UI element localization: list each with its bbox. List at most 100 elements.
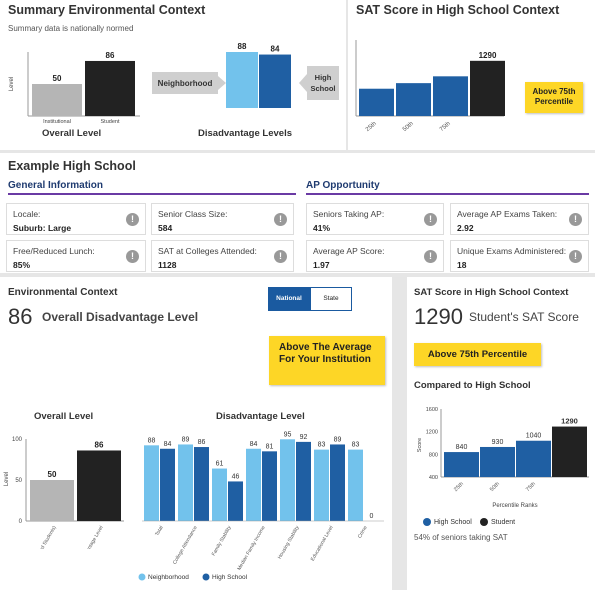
arrow-right-icon	[218, 76, 226, 90]
bar-value-label: 46	[232, 473, 240, 480]
info-icon[interactable]: !	[274, 250, 287, 263]
neighborhood-tag-label: Neighborhood	[158, 79, 213, 88]
bar	[178, 444, 193, 521]
y-tick-label: 50	[15, 478, 22, 484]
bar-category-label: Crime	[357, 525, 369, 540]
info-label: Average AP Score:	[313, 246, 385, 256]
env-big-number: 86	[8, 304, 33, 329]
overall-level-title: Overall Level	[34, 411, 94, 422]
bar-category-label: 75th	[439, 121, 452, 133]
legend-label: Neighborhood	[148, 574, 189, 581]
disadvantage-level-title: Disadvantage Level	[216, 411, 305, 422]
legend-swatch	[138, 573, 146, 581]
y-tick-label: 1200	[426, 430, 438, 436]
bar	[212, 468, 227, 521]
toggle-national[interactable]: National	[268, 287, 310, 311]
info-label: Average AP Exams Taken:	[457, 209, 558, 219]
ap-rule	[306, 193, 589, 195]
bar-value-label: 83	[352, 442, 360, 449]
school-name: Example High School	[8, 159, 136, 173]
bar-category-label: 50th	[402, 121, 415, 133]
bar-value-label: 84	[250, 441, 258, 448]
info-label: Seniors Taking AP:	[313, 209, 385, 219]
summary-overall-caption: Overall Level	[42, 128, 102, 139]
bar	[226, 52, 258, 108]
sat-top-title: SAT Score in High School Context	[356, 3, 560, 17]
overall-level-chart: 0 50 100 Level 50 Institutional Average (Enro…	[4, 437, 124, 549]
info-icon[interactable]: !	[569, 213, 582, 226]
y-tick-label: 100	[12, 437, 23, 443]
bar	[444, 452, 479, 477]
bar	[228, 481, 243, 521]
env-title: Environmental Context	[8, 287, 118, 298]
bar	[160, 448, 175, 521]
bar	[194, 447, 209, 521]
info-value: 41%	[313, 223, 331, 233]
bar-category-label: Student	[101, 119, 120, 124]
info-value: 85%	[13, 260, 31, 270]
legend-label: High School	[434, 518, 472, 526]
compared-title: Compared to High School	[414, 380, 531, 391]
sat-bottom-score: 1290	[414, 304, 463, 329]
bar-category-label: Student's Disadvantage Level	[67, 525, 105, 549]
info-label: Locale:	[13, 209, 41, 219]
info-icon[interactable]: !	[569, 250, 582, 263]
sat-legend-student: Student	[480, 518, 515, 526]
sat-bottom-panel: SAT Score in High School Context 1290 St…	[407, 277, 595, 590]
general-info-rule	[8, 193, 296, 195]
summary-title: Summary Environmental Context	[8, 3, 206, 17]
info-box-lunch: Free/Reduced Lunch: 85% !	[6, 240, 146, 272]
bar-value-label: 88	[238, 42, 247, 51]
bar-category-label: Median Family Income	[236, 525, 266, 572]
info-value: 584	[158, 223, 173, 233]
bar	[32, 84, 82, 116]
sat-footnote: 54% of seniors taking SAT	[414, 533, 508, 542]
sat-bottom-callout: Above 75th Percentile	[414, 343, 541, 366]
bar-value-label: 50	[48, 470, 57, 479]
info-box-senior-class: Senior Class Size: 584 !	[151, 203, 294, 235]
legend-swatch	[423, 518, 431, 526]
info-icon[interactable]: !	[424, 250, 437, 263]
bar-category-label: 25th	[453, 481, 465, 493]
bar	[77, 450, 121, 521]
toggle-state[interactable]: State	[310, 287, 352, 311]
legend-label: Student	[491, 518, 516, 526]
bar-value-label: 89	[334, 436, 342, 443]
sat-top-callout: Above 75th Percentile	[525, 82, 583, 113]
bar	[296, 441, 311, 521]
bar-value-label: 95	[284, 431, 292, 438]
bar-category-label: Educational Level	[310, 525, 335, 562]
info-box-avg-score: Average AP Score: 1.97 !	[306, 240, 444, 272]
bar-category-label: 50th	[489, 481, 501, 493]
y-axis-label: Score	[417, 438, 423, 452]
info-box-avg-exams: Average AP Exams Taken: 2.92 !	[450, 203, 589, 235]
student-score-label: 1290	[479, 51, 497, 60]
sat-bottom-title: SAT Score in High School Context	[414, 287, 569, 298]
bar	[348, 449, 363, 521]
bar	[85, 60, 135, 116]
bar-category-label: Total	[154, 525, 164, 537]
info-box-unique-exams: Unique Exams Administered: 18 !	[450, 240, 589, 272]
info-icon[interactable]: !	[274, 213, 287, 226]
bar	[480, 446, 515, 477]
bar	[280, 439, 295, 521]
school-panel: Example High School General Information …	[0, 153, 595, 273]
bar-value-label: 81	[266, 443, 274, 450]
bar	[516, 440, 551, 477]
bar	[552, 426, 587, 477]
summary-panel: Summary Environmental Context Summary da…	[0, 0, 346, 150]
info-icon[interactable]: !	[424, 213, 437, 226]
info-icon[interactable]: !	[126, 213, 139, 226]
bar-value-label: 88	[148, 437, 156, 444]
bar	[330, 444, 345, 521]
x-axis-label: Percentile Ranks	[492, 503, 537, 509]
info-label: SAT at Colleges Attended:	[158, 246, 257, 256]
bar-value-label: 0	[370, 513, 374, 520]
bar-value-label: 83	[318, 442, 326, 449]
info-icon[interactable]: !	[126, 250, 139, 263]
bar	[433, 76, 468, 116]
y-tick-label: 0	[19, 519, 23, 525]
info-label: Senior Class Size:	[158, 209, 228, 219]
bar	[396, 83, 431, 116]
info-box-seniors-ap: Seniors Taking AP: 41% !	[306, 203, 444, 235]
